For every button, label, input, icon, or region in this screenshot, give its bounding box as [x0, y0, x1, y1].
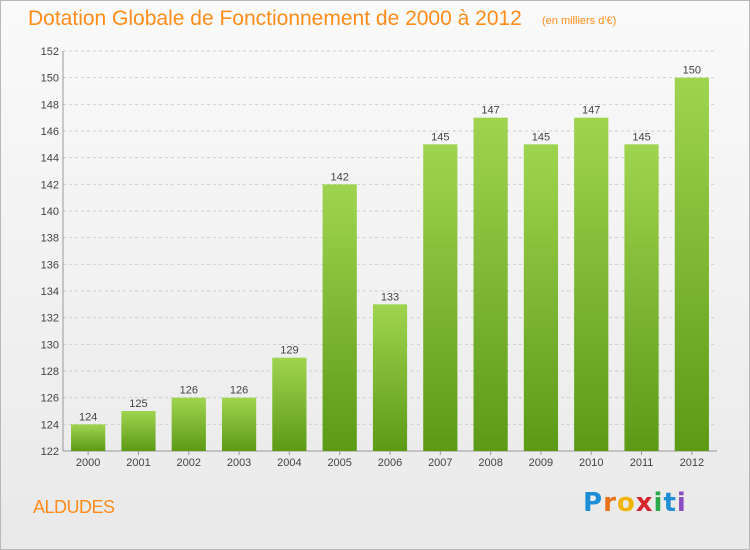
y-tick-label: 132: [41, 313, 59, 325]
x-tick-label: 2007: [428, 457, 452, 469]
x-tick-label: 2001: [126, 457, 150, 469]
bar-2005: [322, 184, 357, 452]
bar-2004: [272, 357, 307, 451]
y-tick-label: 138: [41, 233, 59, 245]
y-tick-label: 130: [41, 339, 59, 351]
proxiti-logo[interactable]: Proxiti: [583, 488, 687, 518]
chart-subtitle: (en milliers d'€): [542, 15, 617, 27]
x-tick-label: 2004: [277, 457, 301, 469]
data-label-2005: 142: [331, 171, 349, 183]
y-tick-label: 148: [41, 99, 59, 111]
x-tick-label: 2008: [478, 457, 502, 469]
y-tick-label: 146: [41, 126, 59, 138]
commune-name: ALDUDES: [33, 497, 115, 517]
y-tick-label: 128: [41, 366, 59, 378]
y-tick-label: 152: [41, 46, 59, 58]
x-tick-label: 2000: [76, 457, 100, 469]
bar-2006: [372, 304, 408, 451]
y-tick-label: 136: [41, 259, 59, 271]
y-tick-label: 142: [41, 179, 59, 191]
data-label-2004: 129: [280, 345, 298, 357]
x-tick-label: 2002: [177, 457, 201, 469]
data-label-2008: 147: [481, 105, 499, 117]
chart-title: Dotation Globale de Fonctionnement de 20…: [28, 7, 522, 30]
logo-letter: o: [616, 488, 636, 518]
data-label-2010: 147: [582, 105, 600, 117]
x-tick-label: 2005: [327, 457, 351, 469]
bar-2001: [121, 411, 156, 451]
x-tick-label: 2012: [680, 457, 704, 469]
data-label-2006: 133: [381, 291, 399, 303]
bar-2011: [624, 144, 659, 452]
y-tick-label: 126: [41, 393, 59, 405]
x-tick-label: 2006: [378, 457, 402, 469]
y-tick-label: 144: [41, 153, 59, 165]
data-label-2009: 145: [532, 131, 550, 143]
bar-2000: [71, 424, 106, 451]
data-label-2003: 126: [230, 385, 248, 397]
logo-letter: P: [583, 488, 604, 518]
x-tick-label: 2009: [529, 457, 553, 469]
y-tick-label: 134: [41, 286, 59, 298]
bar-2012: [674, 77, 709, 452]
y-tick-label: 150: [41, 73, 59, 85]
data-label-2002: 126: [180, 385, 198, 397]
x-tick-label: 2010: [579, 457, 603, 469]
logo-letter: i: [653, 488, 664, 518]
bar-2010: [574, 117, 609, 452]
logo-letter: i: [676, 488, 687, 518]
bar-2009: [523, 144, 559, 452]
logo-letter: t: [663, 488, 677, 518]
bar-2003: [221, 397, 257, 451]
bar-2002: [171, 397, 206, 451]
logo-letter: r: [603, 488, 617, 518]
data-label-2011: 145: [632, 131, 650, 143]
data-label-2007: 145: [431, 131, 449, 143]
bar-2008: [473, 117, 508, 452]
logo-letter: x: [635, 488, 654, 518]
y-tick-label: 140: [41, 206, 59, 218]
data-label-2000: 124: [79, 411, 97, 423]
y-tick-label: 124: [41, 419, 59, 431]
data-label-2012: 150: [683, 65, 701, 77]
y-tick-label: 122: [41, 446, 59, 458]
x-tick-label: 2011: [630, 457, 654, 469]
data-label-2001: 125: [129, 398, 147, 410]
x-tick-label: 2003: [227, 457, 251, 469]
bar-2007: [423, 144, 458, 452]
